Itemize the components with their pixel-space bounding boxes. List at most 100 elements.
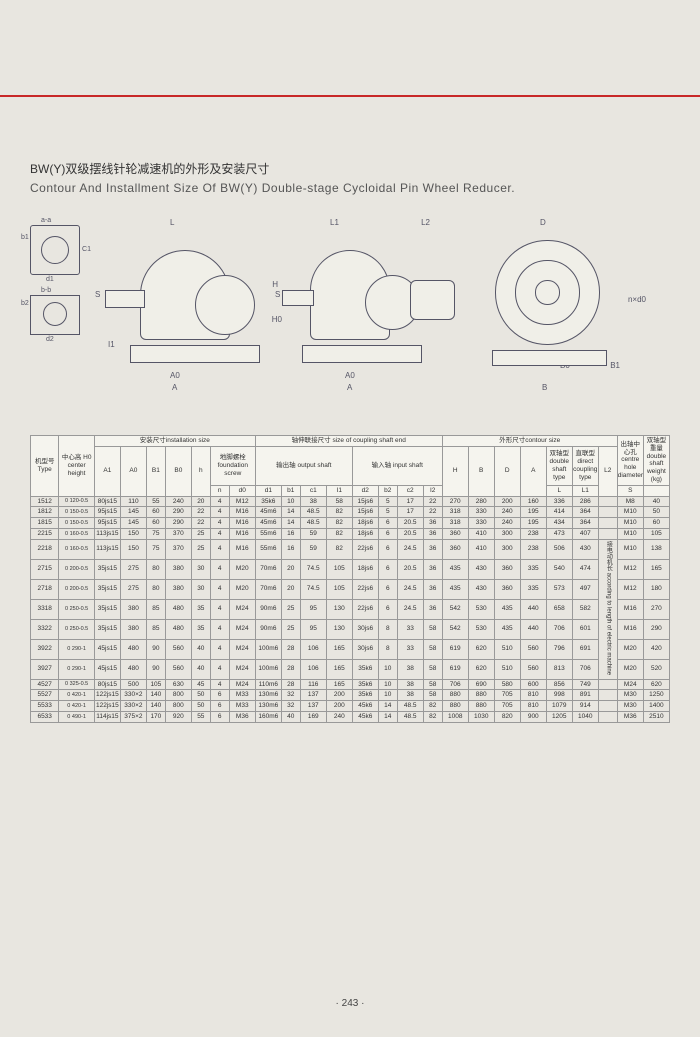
cell: 33 bbox=[397, 619, 423, 639]
cell: 22 bbox=[423, 496, 442, 507]
cell: 195 bbox=[520, 507, 546, 518]
cell: 364 bbox=[572, 507, 598, 518]
cell: 10 bbox=[378, 659, 397, 679]
cell: 3318 bbox=[31, 599, 59, 619]
cell: 1815 bbox=[31, 518, 59, 529]
cell: 58 bbox=[423, 679, 442, 690]
cell: 706 bbox=[572, 659, 598, 679]
cell: M12 bbox=[617, 579, 643, 599]
cell: 138 bbox=[643, 539, 669, 559]
cell: 360 bbox=[494, 559, 520, 579]
cell: 35js15 bbox=[94, 599, 120, 619]
cell: 3322 bbox=[31, 619, 59, 639]
cell: 0 490-1 bbox=[59, 712, 94, 723]
th-coupling: 轴伸联接尺寸 size of coupling shaft end bbox=[255, 436, 442, 447]
cell: 2218 bbox=[31, 539, 59, 559]
cell: 33 bbox=[397, 639, 423, 659]
cell: 58 bbox=[423, 619, 442, 639]
cell: 48.5 bbox=[397, 712, 423, 723]
cell: 35k6 bbox=[352, 690, 378, 701]
cell: 45js15 bbox=[94, 659, 120, 679]
table-row: 39220 290-145js1548090560404M24100m62810… bbox=[31, 639, 670, 659]
page-number: · 243 · bbox=[0, 998, 700, 1009]
cell: M10 bbox=[617, 539, 643, 559]
cell: 116 bbox=[300, 679, 326, 690]
cell: 200 bbox=[494, 496, 520, 507]
dim-A: A bbox=[172, 383, 177, 392]
cell: 95js15 bbox=[94, 518, 120, 529]
th-output: 输出轴 output shaft bbox=[255, 446, 352, 485]
cell: 0 120-0.5 bbox=[59, 496, 94, 507]
cell: M24 bbox=[229, 679, 255, 690]
cell: M24 bbox=[229, 619, 255, 639]
cell: 32 bbox=[281, 690, 300, 701]
cell: 336 bbox=[546, 496, 572, 507]
cell: 22js6 bbox=[352, 539, 378, 559]
cell: 4 bbox=[210, 679, 229, 690]
cell: 920 bbox=[165, 712, 191, 723]
cell: 105 bbox=[643, 528, 669, 539]
cell: 360 bbox=[442, 539, 468, 559]
cell: 6 bbox=[378, 579, 397, 599]
front-view-2: L1 L2 S A0 A bbox=[280, 220, 460, 390]
cell: 50 bbox=[643, 507, 669, 518]
cell: 95 bbox=[300, 599, 326, 619]
th-I2: I2 bbox=[423, 485, 442, 496]
cell: 435 bbox=[442, 579, 468, 599]
cell bbox=[598, 690, 617, 701]
cell: 620 bbox=[468, 639, 494, 659]
cell: 60 bbox=[643, 518, 669, 529]
cell: 130 bbox=[326, 619, 352, 639]
cell: 60 bbox=[146, 518, 165, 529]
cell: 1205 bbox=[546, 712, 572, 723]
cell: 330 bbox=[468, 518, 494, 529]
cell: 280 bbox=[468, 496, 494, 507]
cell: 14 bbox=[378, 712, 397, 723]
cell: 1030 bbox=[468, 712, 494, 723]
th-b0: B0 bbox=[165, 446, 191, 496]
cell: 20 bbox=[281, 579, 300, 599]
cell: M20 bbox=[229, 579, 255, 599]
th-c1: c1 bbox=[300, 485, 326, 496]
cell: 38 bbox=[300, 496, 326, 507]
table-body: 15120 120-0.580js1511055240204M1235k6103… bbox=[31, 496, 670, 722]
cell: 36 bbox=[423, 528, 442, 539]
cell: 24.5 bbox=[397, 599, 423, 619]
cell: 474 bbox=[572, 559, 598, 579]
cell: 58 bbox=[423, 659, 442, 679]
dim-L: L bbox=[170, 218, 174, 227]
cell: 290 bbox=[643, 619, 669, 639]
cell: 110m6 bbox=[255, 679, 281, 690]
cell bbox=[598, 518, 617, 529]
cell: 15js6 bbox=[352, 507, 378, 518]
cell: 914 bbox=[572, 701, 598, 712]
cell: 38 bbox=[397, 690, 423, 701]
diagram-row: a-a b1 C1 d1 b-b b2 d2 L S H H0 A0 A I1 bbox=[30, 215, 670, 395]
cell: M12 bbox=[229, 496, 255, 507]
cell: 70m6 bbox=[255, 559, 281, 579]
cell: 275 bbox=[120, 559, 146, 579]
cell: 380 bbox=[120, 619, 146, 639]
th-S: S bbox=[617, 485, 643, 496]
cell: 45js15 bbox=[94, 639, 120, 659]
th-h: h bbox=[191, 446, 210, 496]
th-d2: d2 bbox=[352, 485, 378, 496]
label-bb: b-b bbox=[41, 287, 51, 294]
cell: 22 bbox=[423, 507, 442, 518]
cell: 137 bbox=[300, 690, 326, 701]
cell: 35js15 bbox=[94, 579, 120, 599]
cell: 110 bbox=[120, 496, 146, 507]
cell: M8 bbox=[617, 496, 643, 507]
cell: 75 bbox=[146, 528, 165, 539]
cell: 8 bbox=[378, 639, 397, 659]
cell: 14 bbox=[378, 701, 397, 712]
cell: 2215 bbox=[31, 528, 59, 539]
cell: 82 bbox=[326, 518, 352, 529]
cell: 165 bbox=[326, 639, 352, 659]
cell: 4 bbox=[210, 619, 229, 639]
cell: 6 bbox=[378, 528, 397, 539]
cell: 38 bbox=[397, 679, 423, 690]
cell: 542 bbox=[442, 619, 468, 639]
label-c1: C1 bbox=[82, 246, 91, 253]
cell: M16 bbox=[229, 528, 255, 539]
